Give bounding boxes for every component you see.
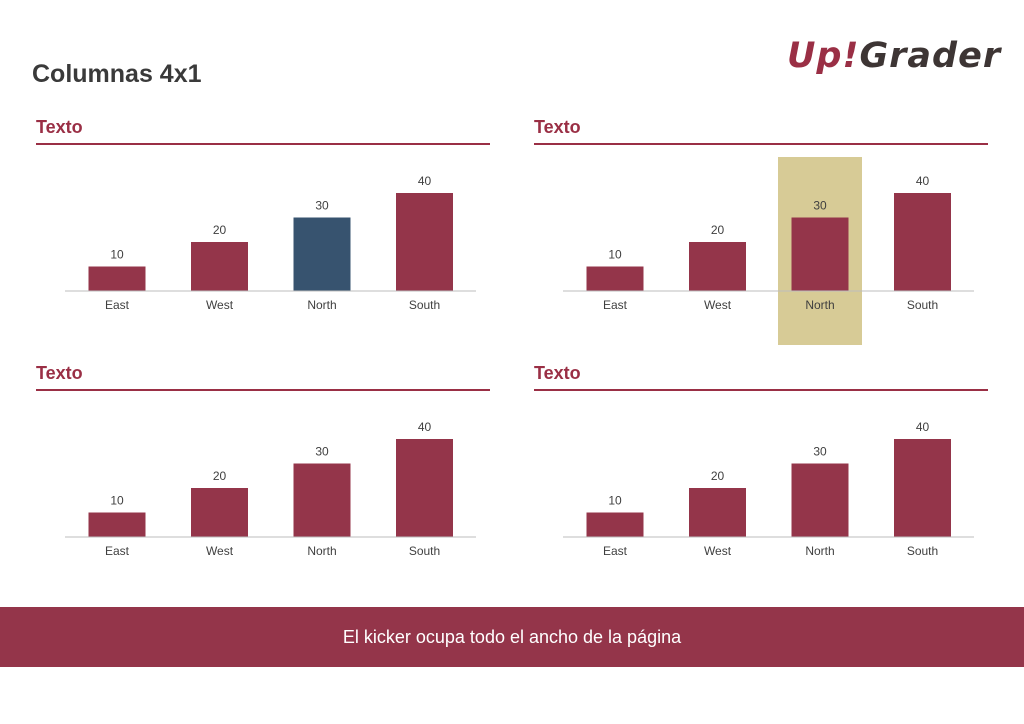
category-label: East	[603, 544, 628, 558]
bar-east	[586, 266, 644, 291]
panel-title: Texto	[534, 363, 581, 383]
panel-divider	[36, 143, 490, 145]
data-label: 30	[813, 199, 827, 213]
data-label: 30	[315, 445, 329, 459]
category-label: North	[805, 544, 834, 558]
panel-divider	[534, 389, 988, 391]
data-label: 30	[813, 445, 827, 459]
panel-title: Texto	[36, 363, 83, 383]
bar-south	[894, 193, 951, 291]
chart-panel-1: Texto 10 East 20 West 30 North 40 South	[36, 117, 490, 347]
data-label: 20	[711, 223, 725, 237]
bar-east	[88, 512, 146, 537]
logo-part-1: Up!	[787, 36, 860, 76]
bar-north	[791, 463, 849, 537]
panel-title: Texto	[534, 117, 581, 137]
data-label: 10	[110, 248, 124, 262]
data-label: 40	[418, 174, 432, 188]
data-label: 10	[110, 494, 124, 508]
panel-divider	[36, 389, 490, 391]
category-label: West	[704, 544, 732, 558]
bar-west	[191, 488, 248, 537]
data-label: 40	[916, 420, 930, 434]
category-label: East	[105, 298, 130, 312]
page-title: Columnas 4x1	[32, 60, 202, 88]
category-label: South	[409, 298, 440, 312]
bar-west	[689, 242, 746, 291]
kicker-text: El kicker ocupa todo el ancho de la pági…	[342, 626, 682, 647]
bar-west	[689, 488, 746, 537]
data-label: 40	[916, 174, 930, 188]
bar-chart: 10 East 20 West 30 North 40 South	[563, 157, 974, 345]
category-label: South	[409, 544, 440, 558]
data-label: 40	[418, 420, 432, 434]
data-label: 20	[711, 469, 725, 483]
category-label: South	[907, 298, 938, 312]
bar-south	[396, 439, 453, 537]
bar-north	[293, 463, 351, 537]
bar-chart: 10 East 20 West 30 North 40 South	[563, 420, 974, 558]
bar-chart: 10 East 20 West 30 North 40 South	[65, 174, 476, 312]
bar-south	[894, 439, 951, 537]
data-label: 10	[608, 494, 622, 508]
logo-part-2: Grader	[859, 36, 1002, 76]
upgrader-logo: Up!Grader	[787, 36, 1001, 76]
category-label: West	[206, 544, 234, 558]
bar-north	[293, 217, 351, 291]
category-label: North	[307, 298, 336, 312]
bar-west	[191, 242, 248, 291]
chart-panel-3: Texto 10 East 20 West 30 North 40 South	[36, 363, 490, 593]
bar-chart: 10 East 20 West 30 North 40 South	[65, 420, 476, 558]
category-label: North	[805, 298, 834, 312]
kicker-banner: El kicker ocupa todo el ancho de la pági…	[0, 607, 1024, 667]
data-label: 20	[213, 469, 227, 483]
bar-north	[791, 217, 849, 291]
category-label: West	[206, 298, 234, 312]
bar-east	[586, 512, 644, 537]
data-label: 10	[608, 248, 622, 262]
category-label: West	[704, 298, 732, 312]
chart-panel-4: Texto 10 East 20 West 30 North 40 South	[534, 363, 988, 593]
category-label: East	[603, 298, 628, 312]
panel-divider	[534, 143, 988, 145]
bar-east	[88, 266, 146, 291]
chart-panel-2: Texto 10 East 20 West 30 North 40 South	[534, 117, 988, 347]
category-label: North	[307, 544, 336, 558]
panel-title: Texto	[36, 117, 83, 137]
data-label: 30	[315, 199, 329, 213]
bar-south	[396, 193, 453, 291]
data-label: 20	[213, 223, 227, 237]
category-label: South	[907, 544, 938, 558]
category-label: East	[105, 544, 130, 558]
